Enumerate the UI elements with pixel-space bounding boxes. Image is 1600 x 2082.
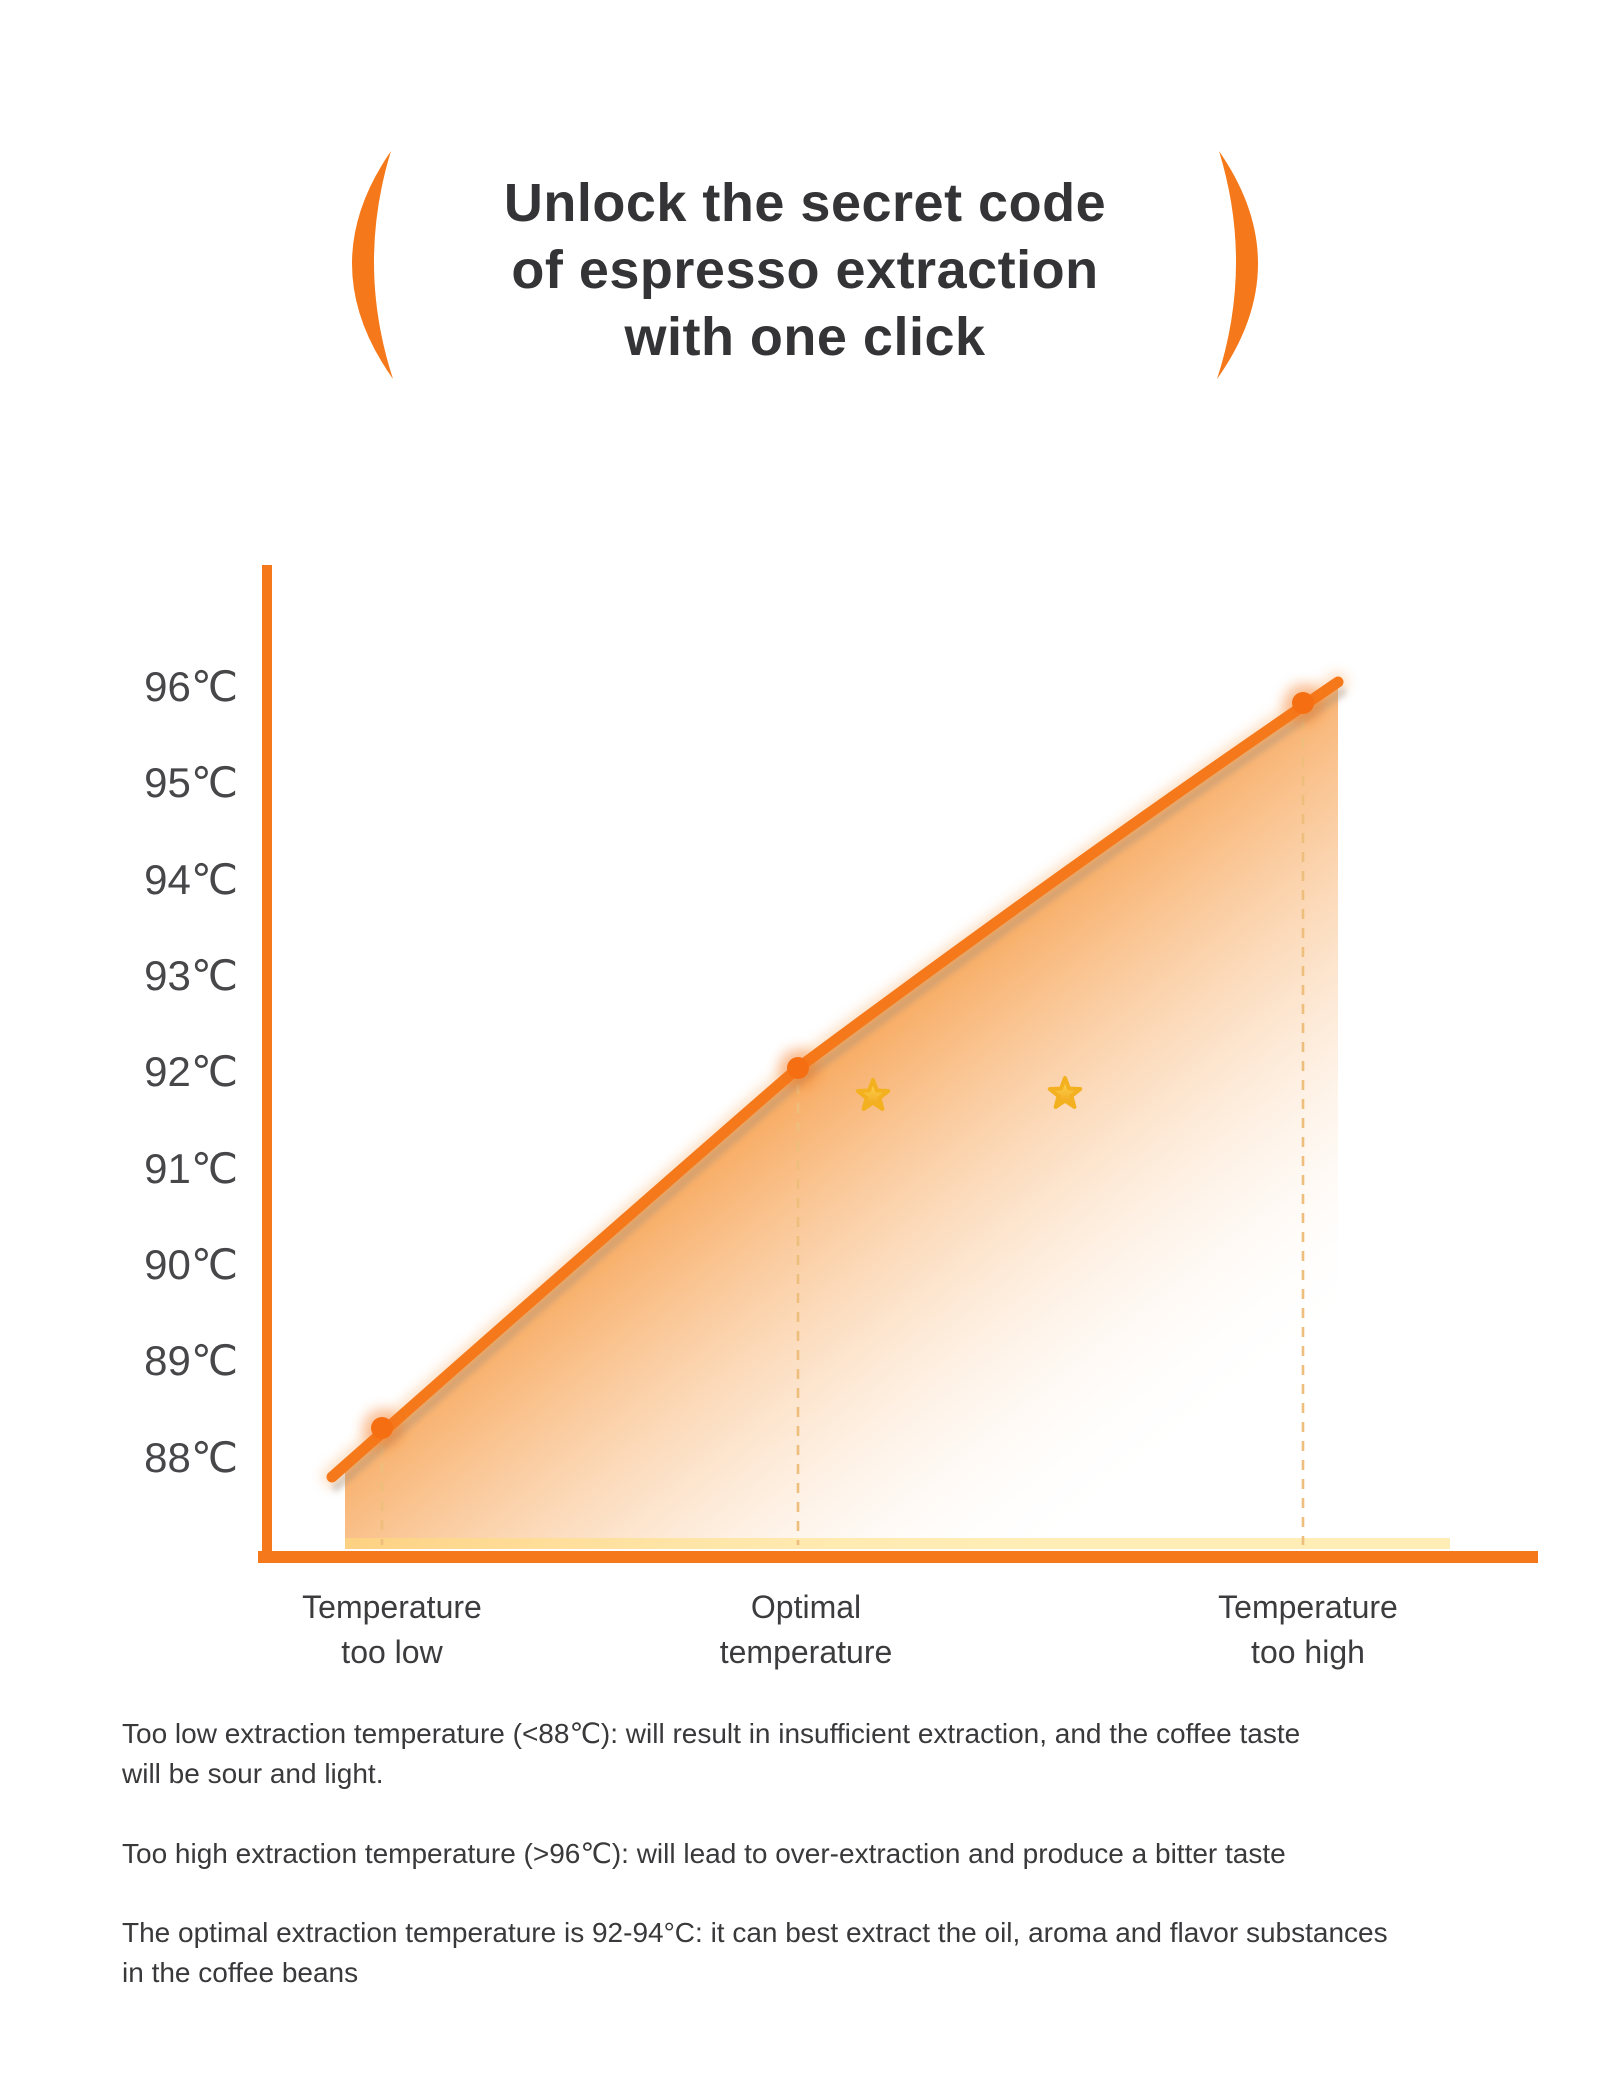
note-line: will be sour and light. (122, 1758, 384, 1789)
right-parenthesis-icon (1217, 151, 1259, 379)
y-axis-labels: 96℃ 95℃ 94℃ 93℃ 92℃ 91℃ 90℃ 89℃ 88℃ (0, 639, 238, 1506)
x-label-line: temperature (719, 1634, 893, 1670)
axis-glow (345, 1538, 1450, 1549)
y-tick-label: 95℃ (144, 759, 238, 807)
x-axis-label-optimal: Optimal temperature (720, 1585, 893, 1675)
star-icon (1047, 1076, 1083, 1109)
title-line-1: Unlock the secret code (503, 173, 1107, 233)
x-label-line: Temperature (302, 1589, 482, 1625)
data-point-dot (787, 1057, 809, 1079)
note-line: Too high extraction temperature (>96℃): … (122, 1838, 1286, 1869)
y-tick-label: 94℃ (144, 855, 238, 903)
title-line-3: with one click (624, 307, 986, 367)
x-axis-label-too-low: Temperature too low (302, 1585, 482, 1675)
y-axis-line (262, 565, 272, 1563)
y-tick-label: 90℃ (144, 1240, 238, 1288)
x-label-line: Optimal (750, 1589, 862, 1625)
y-tick-label: 91℃ (144, 1144, 238, 1192)
note-line: Too low extraction temperature (<88℃): w… (122, 1718, 1301, 1749)
note-optimal: The optimal extraction temperature is 92… (122, 1913, 1388, 1993)
note-line: The optimal extraction temperature is 92… (122, 1917, 1388, 1948)
data-point-dot (1292, 692, 1314, 714)
star-icon (855, 1078, 891, 1111)
x-label-line: Temperature (1218, 1589, 1398, 1625)
data-point-dot (371, 1417, 393, 1439)
title-line-2: of espresso extraction (511, 240, 1099, 300)
x-axis-line (258, 1551, 1538, 1563)
note-line: in the coffee beans (122, 1957, 359, 1988)
left-parenthesis-icon (351, 151, 393, 379)
page-title: Unlock the secret code of espresso extra… (0, 170, 1600, 371)
y-tick-label: 92℃ (144, 1048, 238, 1096)
x-label-line: too high (1251, 1634, 1365, 1670)
note-too-low: Too low extraction temperature (<88℃): w… (122, 1714, 1300, 1794)
y-tick-label: 88℃ (144, 1433, 238, 1481)
y-tick-label: 96℃ (144, 663, 238, 710)
note-too-high: Too high extraction temperature (>96℃): … (122, 1834, 1286, 1874)
x-label-line: too low (341, 1634, 443, 1670)
y-tick-label: 89℃ (144, 1337, 238, 1385)
area-fill (345, 682, 1338, 1549)
x-axis-label-too-high: Temperature too high (1218, 1585, 1398, 1675)
y-tick-label: 93℃ (144, 951, 238, 999)
